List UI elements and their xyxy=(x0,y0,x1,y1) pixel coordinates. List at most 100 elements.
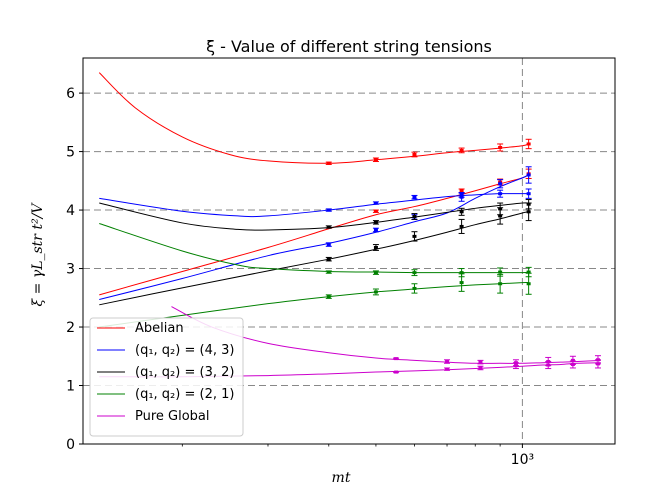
point-marker xyxy=(373,228,378,232)
point-marker xyxy=(459,195,464,199)
chart-title: ξ - Value of different string tensions xyxy=(206,37,492,56)
data-point xyxy=(458,207,465,216)
legend: Abelian (q₁, q₂) = (4, 3) (q₁, q₂) = (3, 2… xyxy=(89,317,244,437)
point-marker xyxy=(412,234,417,238)
data-point xyxy=(411,151,418,158)
data-point xyxy=(411,194,418,200)
y-tick-label: 3 xyxy=(66,262,75,278)
data-point xyxy=(325,161,332,165)
point-marker xyxy=(445,360,450,364)
legend-box xyxy=(89,317,244,437)
data-point xyxy=(497,207,504,225)
point-layer xyxy=(325,138,601,374)
point-marker xyxy=(394,370,399,374)
point-marker xyxy=(459,224,464,228)
data-point xyxy=(497,273,504,294)
data-point xyxy=(393,370,400,374)
point-marker xyxy=(498,214,503,218)
y-tick-label: 0 xyxy=(66,437,75,453)
data-point xyxy=(372,220,379,225)
point-marker xyxy=(526,173,531,177)
data-point xyxy=(325,294,332,299)
data-point xyxy=(444,367,451,371)
point-marker xyxy=(373,201,378,205)
point-marker xyxy=(394,357,399,361)
data-point xyxy=(325,208,332,212)
data-point xyxy=(372,227,379,233)
data-point xyxy=(411,283,418,294)
point-marker xyxy=(570,362,575,366)
data-point xyxy=(411,213,418,220)
point-marker xyxy=(498,282,503,286)
legend-label: Pure Global xyxy=(135,409,210,424)
data-point xyxy=(372,288,379,296)
legend-label: Abelian xyxy=(135,321,184,336)
point-marker xyxy=(412,271,417,275)
point-marker xyxy=(478,366,483,370)
series-line xyxy=(99,362,601,378)
point-marker xyxy=(412,286,417,290)
y-axis-label: ξ = γL_str t²/V xyxy=(30,202,46,307)
point-marker xyxy=(459,210,464,214)
point-marker xyxy=(595,362,600,366)
y-tick-label: 6 xyxy=(66,86,75,102)
data-point xyxy=(477,365,484,371)
point-marker xyxy=(526,192,531,196)
data-point xyxy=(325,225,332,229)
data-point xyxy=(411,231,418,242)
series-line xyxy=(171,306,601,364)
y-tick-label: 2 xyxy=(66,320,75,336)
point-marker xyxy=(412,214,417,218)
point-marker xyxy=(546,363,551,367)
series-line xyxy=(99,211,529,306)
series-line xyxy=(99,174,529,301)
legend-label: (q₁, q₂) = (2, 1) xyxy=(135,387,234,402)
data-point xyxy=(525,166,532,184)
point-marker xyxy=(478,360,483,364)
point-marker xyxy=(326,295,331,299)
point-marker xyxy=(570,358,575,362)
point-marker xyxy=(526,282,531,286)
data-point xyxy=(594,359,601,369)
point-marker xyxy=(498,192,503,196)
data-point xyxy=(458,218,465,234)
x-tick-label: 10³ xyxy=(511,452,534,468)
data-point xyxy=(444,359,451,364)
data-point xyxy=(525,138,532,150)
data-point xyxy=(497,179,504,189)
series-line xyxy=(99,202,529,231)
point-marker xyxy=(412,195,417,199)
data-point xyxy=(372,157,379,163)
data-point xyxy=(525,272,532,295)
data-point xyxy=(372,270,379,275)
point-marker xyxy=(526,142,531,146)
data-point xyxy=(458,273,465,292)
point-marker xyxy=(326,161,331,165)
point-marker xyxy=(373,290,378,294)
y-tick-label: 1 xyxy=(66,379,75,395)
data-point xyxy=(525,188,532,199)
point-marker xyxy=(498,270,503,274)
data-point xyxy=(325,256,332,262)
data-point xyxy=(569,360,576,369)
legend-label: (q₁, q₂) = (4, 3) xyxy=(135,343,234,358)
data-point xyxy=(325,242,332,247)
data-point xyxy=(458,192,465,202)
point-marker xyxy=(326,243,331,247)
point-marker xyxy=(459,189,464,193)
plot-frame xyxy=(82,57,616,445)
data-point xyxy=(372,201,379,205)
point-marker xyxy=(373,209,378,213)
data-point xyxy=(411,269,418,277)
point-marker xyxy=(326,257,331,261)
point-marker xyxy=(412,153,417,156)
point-marker xyxy=(373,271,378,275)
point-marker xyxy=(526,270,531,274)
y-tick-label: 5 xyxy=(66,145,75,161)
data-point xyxy=(497,143,504,152)
point-marker xyxy=(373,220,378,224)
data-point xyxy=(393,357,400,361)
data-point xyxy=(372,209,379,213)
data-point xyxy=(325,270,332,274)
